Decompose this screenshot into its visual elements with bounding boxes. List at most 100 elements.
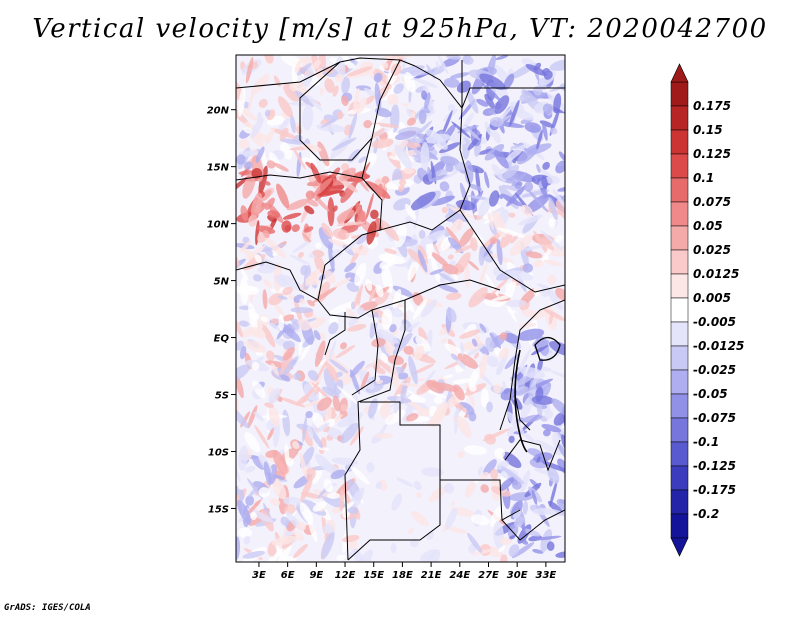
field-speckle — [323, 368, 337, 395]
field-speckle — [406, 322, 420, 332]
field-speckle — [278, 314, 285, 331]
field-speckle — [340, 422, 359, 444]
field-speckle — [315, 358, 329, 383]
field-speckle — [439, 142, 460, 154]
field-speckle — [381, 264, 393, 294]
field-speckle — [494, 95, 510, 114]
field-speckle — [451, 500, 455, 508]
colorbar-label: 0.1 — [693, 171, 714, 185]
field-speckle — [366, 221, 377, 245]
field-speckle — [243, 535, 251, 545]
field-speckle — [498, 545, 506, 553]
colorbar-swatch — [670, 225, 689, 251]
field-speckle — [418, 230, 426, 239]
field-speckle — [346, 68, 376, 79]
field-speckle — [417, 249, 428, 273]
field-speckle — [465, 88, 479, 114]
y-tick-label: 5S — [215, 391, 229, 402]
field-speckle — [521, 309, 537, 318]
colorbar-swatch — [670, 441, 689, 467]
field-speckle — [476, 98, 489, 107]
field-speckle — [344, 262, 357, 273]
field-speckle — [328, 302, 356, 315]
field-speckle — [398, 184, 405, 192]
field-speckle — [492, 130, 501, 144]
x-tick-label: 27E — [478, 570, 499, 581]
field-speckle — [337, 411, 364, 428]
y-tick-label: 15S — [208, 504, 229, 515]
field-speckle — [299, 298, 306, 305]
field-speckle — [331, 167, 341, 178]
field-speckle — [381, 62, 389, 69]
field-speckle — [517, 328, 545, 341]
field-speckle — [506, 411, 525, 436]
field-speckle — [312, 412, 325, 430]
field-speckle — [466, 127, 481, 141]
field-speckle — [336, 111, 344, 120]
field-speckle — [550, 370, 565, 379]
field-speckle — [347, 506, 359, 515]
field-speckle — [431, 401, 448, 428]
field-speckle — [503, 332, 520, 344]
y-tick-label: EQ — [214, 334, 230, 345]
field-speckle — [236, 154, 246, 165]
field-speckle — [521, 540, 529, 545]
border-line — [347, 480, 441, 561]
field-speckle — [442, 263, 459, 275]
field-speckle — [544, 410, 554, 420]
field-speckle — [354, 161, 371, 187]
field-speckle — [499, 331, 508, 341]
field-speckle — [440, 338, 447, 344]
field-speckle — [429, 174, 450, 182]
field-speckle — [523, 181, 534, 192]
field-speckle — [540, 528, 553, 553]
field-speckle — [454, 252, 471, 275]
field-speckle — [359, 301, 379, 311]
border-line — [236, 57, 416, 89]
colorbar-label: -0.005 — [693, 315, 736, 329]
field-speckle — [372, 122, 400, 128]
field-speckle — [454, 161, 467, 172]
field-speckle — [264, 197, 275, 210]
colorbar-label: 0.125 — [693, 147, 731, 161]
field-speckle — [365, 193, 374, 221]
x-tick-label: 9E — [309, 570, 323, 581]
field-speckle — [446, 55, 462, 60]
field-speckle — [508, 535, 516, 540]
field-speckle — [445, 507, 458, 530]
field-speckle — [477, 465, 484, 476]
field-speckle — [546, 541, 555, 551]
field-speckle — [557, 458, 565, 475]
field-speckle — [279, 138, 306, 145]
field-speckle — [505, 281, 517, 291]
field-speckle — [441, 110, 453, 137]
field-speckle — [520, 470, 531, 493]
field-speckle — [299, 502, 314, 524]
field-speckle — [471, 338, 478, 347]
field-speckle — [463, 445, 488, 455]
field-speckle — [542, 308, 565, 322]
field-speckle — [268, 388, 281, 404]
colorbar-swatch — [670, 489, 689, 515]
field-speckle — [261, 189, 272, 202]
field-speckle — [323, 66, 335, 74]
field-speckle — [475, 334, 481, 346]
border-line — [514, 394, 531, 431]
field-speckle — [435, 60, 440, 69]
field-speckle — [333, 277, 351, 288]
field-speckle — [307, 370, 319, 381]
field-speckle — [328, 243, 335, 271]
field-speckle — [417, 377, 426, 382]
field-speckle — [273, 301, 287, 319]
field-speckle — [464, 481, 476, 498]
field-speckle — [412, 298, 427, 320]
field-speckle — [271, 478, 287, 500]
field-speckle — [312, 249, 325, 258]
field-speckle — [301, 232, 312, 243]
field-speckle — [334, 73, 344, 83]
field-speckle — [391, 493, 402, 511]
field-speckle — [468, 183, 482, 191]
field-speckle — [540, 230, 564, 251]
field-speckle — [458, 227, 474, 248]
field-speckle — [393, 83, 404, 94]
